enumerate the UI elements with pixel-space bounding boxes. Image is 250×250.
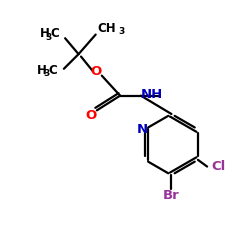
Text: 3: 3 (43, 69, 49, 78)
Text: 3: 3 (118, 27, 125, 36)
Text: H: H (37, 64, 47, 76)
Text: CH: CH (97, 22, 116, 35)
Text: O: O (90, 65, 101, 78)
Text: N: N (137, 123, 148, 136)
Text: C: C (48, 64, 57, 76)
Text: C: C (50, 27, 59, 40)
Text: Cl: Cl (211, 160, 225, 173)
Text: H: H (40, 27, 49, 40)
Text: 3: 3 (46, 32, 52, 42)
Text: NH: NH (141, 88, 163, 101)
Text: Br: Br (163, 189, 180, 202)
Text: O: O (85, 109, 96, 122)
